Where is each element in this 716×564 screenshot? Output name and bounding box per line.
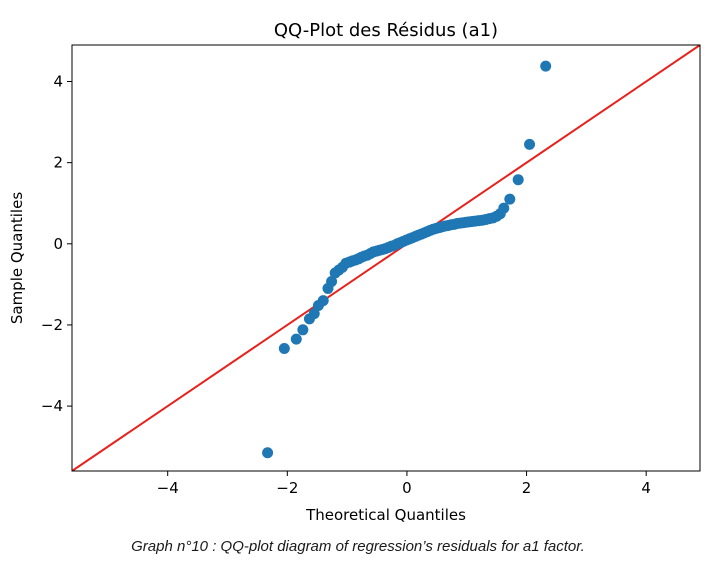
data-point [290, 333, 302, 345]
data-point [262, 447, 274, 459]
x-tick-label: 4 [641, 479, 651, 497]
y-tick-label: 4 [53, 73, 63, 91]
x-axis-label: Theoretical Quantiles [305, 506, 466, 524]
x-tick-label: −2 [276, 479, 298, 497]
y-tick-label: 2 [53, 154, 63, 172]
data-point [512, 174, 524, 186]
x-tick-label: 2 [522, 479, 532, 497]
data-point [326, 276, 338, 288]
data-point [297, 324, 309, 336]
plot-frame [71, 44, 701, 472]
x-tick-label: −4 [157, 479, 179, 497]
data-point [504, 193, 516, 205]
data-point [524, 138, 536, 150]
qq-plot-chart: −4 −2 0 2 4 −4 −2 0 2 4 QQ-Plot des Résidus (a1)… [8, 20, 701, 524]
data-point [278, 342, 290, 354]
y-tick-label: −2 [41, 316, 63, 334]
y-axis-label: Sample Quantiles [8, 192, 26, 324]
x-tick-label: 0 [402, 479, 412, 497]
data-point [317, 295, 329, 307]
y-tick-label: 0 [53, 235, 63, 253]
data-point [540, 60, 552, 72]
reference-line [72, 45, 700, 471]
chart-title: QQ-Plot des Résidus (a1) [274, 20, 498, 41]
data-point [308, 308, 320, 320]
data-point [498, 202, 510, 214]
y-tick-label: −4 [41, 397, 63, 415]
figure-caption: Graph n°10 : QQ-plot diagram of regressi… [131, 538, 585, 555]
